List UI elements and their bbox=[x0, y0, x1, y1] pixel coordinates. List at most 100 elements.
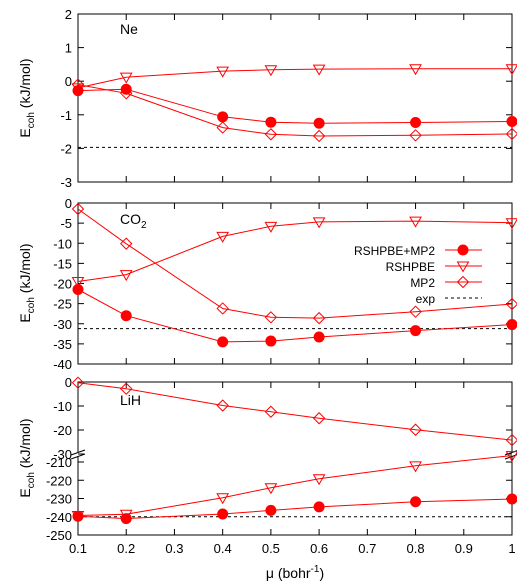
legend-label: RSHPBE bbox=[386, 260, 435, 274]
data-point bbox=[72, 284, 84, 296]
series-mp2 bbox=[71, 78, 517, 143]
series-rshpbe-mp2 bbox=[72, 83, 517, 129]
series-line bbox=[77, 289, 513, 343]
data-point bbox=[409, 129, 422, 142]
legend: RSHPBE+MP2 RSHPBE MP2 exp bbox=[354, 244, 482, 306]
panel-co2-ylabel: Ecoh (kJ/mol) bbox=[17, 243, 37, 322]
data-point bbox=[71, 78, 85, 91]
panel-co2-series bbox=[71, 202, 517, 348]
data-point bbox=[409, 216, 422, 228]
y-tick-label: -30 bbox=[53, 447, 72, 462]
x-tick-label: 0.2 bbox=[117, 541, 135, 556]
data-point bbox=[120, 310, 132, 322]
data-point bbox=[119, 509, 133, 521]
data-point bbox=[505, 297, 517, 311]
series-line bbox=[77, 382, 513, 441]
panel-ne: Ne Ecoh (kJ/mol) -3 -2 -1 0 1 2 bbox=[17, 7, 517, 190]
series-line bbox=[77, 68, 512, 89]
series-line bbox=[77, 88, 513, 124]
series-rshpbe-mp2 bbox=[72, 493, 517, 525]
data-point bbox=[216, 231, 230, 243]
y-tick-label: -250 bbox=[46, 528, 72, 543]
data-point bbox=[312, 217, 326, 229]
data-point bbox=[120, 87, 133, 100]
data-point bbox=[120, 83, 132, 95]
legend-marker bbox=[456, 275, 470, 289]
legend-entry-rshpbe-mp2: RSHPBE+MP2 bbox=[354, 244, 482, 258]
x-tick-label: 0.7 bbox=[358, 541, 376, 556]
panel-ne-xticks bbox=[77, 14, 513, 182]
panel-ne-frame bbox=[77, 13, 513, 183]
data-point bbox=[410, 325, 422, 337]
panel-co2: CO2 Ecoh (kJ/mol) -40-35-30-25-20-15-10-… bbox=[17, 196, 517, 372]
data-point bbox=[216, 121, 229, 134]
data-point bbox=[506, 116, 517, 128]
panel-ne-series bbox=[71, 64, 517, 143]
panel-ne-ylabel: Ecoh (kJ/mol) bbox=[17, 58, 37, 137]
data-point bbox=[264, 311, 278, 324]
y-tick-label: 0 bbox=[65, 74, 72, 89]
y-tick-label: -1 bbox=[60, 108, 72, 123]
data-point bbox=[505, 64, 517, 76]
series-rshpbe bbox=[71, 64, 517, 95]
data-point bbox=[409, 461, 422, 473]
legend-label: exp bbox=[416, 292, 436, 306]
data-point bbox=[265, 335, 277, 347]
data-point bbox=[216, 302, 229, 315]
y-tick-label: -40 bbox=[53, 357, 72, 372]
x-tick-label: 0.1 bbox=[69, 541, 87, 556]
y-tick-label: -10 bbox=[53, 399, 72, 414]
data-point bbox=[409, 64, 422, 76]
data-point bbox=[410, 496, 422, 508]
data-point bbox=[264, 128, 278, 141]
panel-lih-series bbox=[71, 376, 517, 525]
data-point bbox=[312, 474, 326, 486]
data-point bbox=[265, 504, 277, 516]
data-point bbox=[71, 376, 85, 389]
panel-lih-label: LiH bbox=[120, 392, 141, 408]
y-tick-label: -220 bbox=[46, 473, 72, 488]
data-point bbox=[312, 64, 326, 76]
legend-entry-mp2: MP2 bbox=[410, 275, 482, 290]
series-rshpbe bbox=[71, 451, 517, 522]
x-tick-label: 0.4 bbox=[214, 541, 232, 556]
series-mp2 bbox=[71, 376, 517, 447]
y-tick-label: -230 bbox=[46, 492, 72, 507]
data-point bbox=[120, 382, 133, 395]
panel-lih-xticks: 0.1 0.2 0.3 0.4 0.5 0.6 0.7 0.8 0.9 1 bbox=[69, 382, 516, 556]
data-point bbox=[505, 433, 517, 447]
legend-entry-exp: exp bbox=[416, 292, 482, 306]
legend-entry-rshpbe: RSHPBE bbox=[386, 260, 482, 274]
panel-lih-yticks: 0 -10 -20 -30-210 -220 -230 -240 -250 bbox=[46, 375, 512, 543]
panel-lih-ylabel: Ecoh (kJ/mol) bbox=[17, 418, 37, 497]
data-point bbox=[120, 237, 133, 250]
x-tick-label: 1 bbox=[508, 541, 515, 556]
legend-marker bbox=[456, 261, 470, 273]
series-line bbox=[77, 208, 513, 319]
y-tick-label: -25 bbox=[53, 297, 72, 312]
data-point bbox=[264, 65, 278, 77]
y-tick-label: 0 bbox=[65, 196, 72, 211]
x-axis-label: μ (bohr-1) bbox=[266, 564, 324, 581]
data-point bbox=[312, 129, 326, 143]
data-point bbox=[217, 111, 229, 123]
data-point bbox=[71, 83, 85, 95]
y-tick-label: -20 bbox=[53, 423, 72, 438]
data-point bbox=[505, 451, 517, 463]
data-point bbox=[217, 508, 229, 520]
y-tick-label: -20 bbox=[53, 277, 72, 292]
y-tick-label: -5 bbox=[60, 216, 72, 231]
series-rshpbe bbox=[71, 216, 517, 288]
y-tick-label: -2 bbox=[60, 141, 72, 156]
y-tick-label: -30 bbox=[53, 317, 72, 332]
data-point bbox=[216, 399, 229, 412]
series-line bbox=[77, 455, 513, 516]
y-tick-label: -15 bbox=[53, 256, 72, 271]
data-point bbox=[312, 412, 326, 425]
series-mp2 bbox=[71, 202, 517, 325]
data-point bbox=[506, 493, 517, 505]
data-point bbox=[264, 405, 278, 418]
series-line bbox=[77, 498, 513, 520]
data-point bbox=[312, 311, 326, 325]
